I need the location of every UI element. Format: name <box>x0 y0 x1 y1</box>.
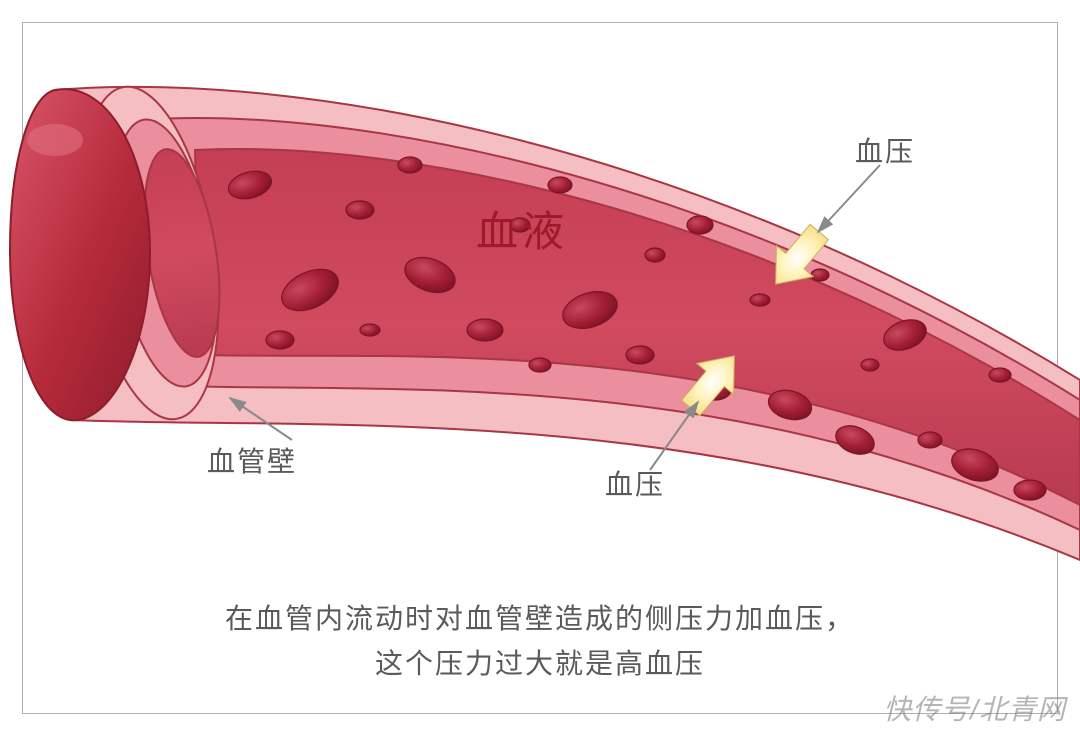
label-wall: 血管壁 <box>207 440 297 480</box>
label-pressure-bottom: 血压 <box>605 463 665 503</box>
label-pressure-top: 血压 <box>855 130 915 170</box>
leader-pressure-top <box>818 165 880 232</box>
caption-line1: 在血管内流动时对血管壁造成的侧压力加血压， <box>0 598 1080 643</box>
cap-highlight <box>27 124 83 156</box>
label-blood: 血液 <box>476 198 568 259</box>
watermark: 快传号/北青网 <box>883 688 1066 728</box>
caption-line2: 这个压力过大就是高血压 <box>0 643 1080 688</box>
caption: 在血管内流动时对血管壁造成的侧压力加血压， 这个压力过大就是高血压 <box>0 598 1080 688</box>
